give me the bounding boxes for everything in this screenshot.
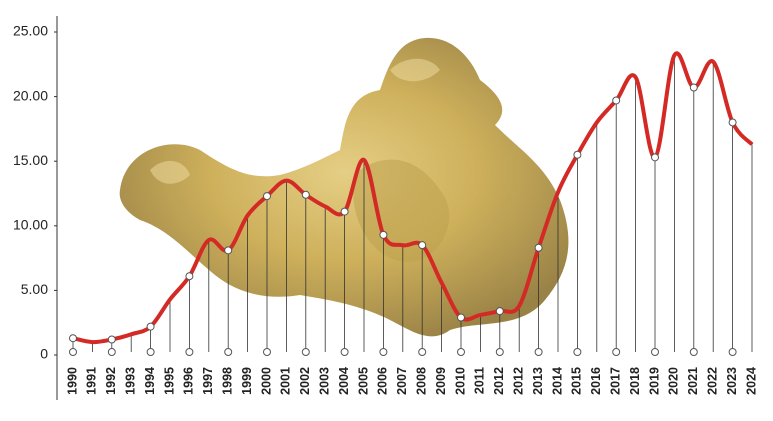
x-tick-label: 2021	[686, 367, 700, 395]
base-marker	[573, 348, 582, 356]
x-tick-label: 2008	[414, 367, 428, 395]
base-marker	[728, 348, 737, 356]
x-tick-label: 1999	[240, 367, 254, 395]
base-marker	[146, 348, 155, 356]
base-marker	[418, 348, 427, 356]
x-tick-label: 2004	[337, 367, 351, 395]
y-tick-label: 25.00	[13, 23, 48, 39]
marker	[689, 83, 698, 92]
base-marker	[457, 348, 465, 356]
x-tick-label: 2024	[744, 367, 758, 395]
base-marker	[263, 348, 271, 356]
x-tick-label: 2017	[608, 367, 622, 395]
marker	[224, 246, 233, 255]
x-tick-label: 2013	[531, 367, 545, 395]
x-tick-label: 2014	[550, 367, 564, 395]
x-tick-label: 1996	[182, 367, 196, 395]
marker	[573, 150, 582, 159]
x-tick-label: 2016	[589, 367, 603, 395]
x-tick-label: 1991	[85, 367, 99, 395]
y-tick-label: 0	[40, 346, 48, 362]
marker	[107, 335, 116, 344]
y-tick-label: 20.00	[13, 87, 48, 103]
marker	[728, 118, 737, 127]
base-marker	[689, 348, 698, 356]
base-marker	[534, 348, 543, 356]
x-tick-label: 2020	[667, 367, 681, 395]
x-tick-label: 2006	[376, 367, 390, 395]
x-tick-label: 1990	[65, 367, 79, 395]
marker	[263, 192, 271, 201]
base-marker	[224, 348, 233, 356]
base-marker	[651, 348, 659, 356]
x-tick-label: 1994	[143, 367, 157, 395]
x-tick-label: 2010	[453, 367, 467, 395]
base-marker	[340, 348, 349, 356]
base-marker	[107, 348, 116, 356]
x-tick-label: 2002	[298, 367, 312, 395]
marker	[651, 153, 659, 162]
x-tick-label: 1998	[220, 367, 234, 395]
x-tick-label: 1995	[162, 367, 176, 395]
x-tick-label: 1992	[104, 367, 118, 395]
base-marker	[301, 348, 310, 356]
x-tick-label: 2012	[492, 367, 506, 395]
marker	[379, 230, 388, 239]
x-tick-label: 2019	[647, 367, 661, 395]
x-tick-label: 2012	[511, 367, 525, 395]
marker	[146, 322, 155, 331]
marker	[69, 334, 77, 343]
x-tick-label: 2022	[705, 367, 719, 395]
nugget-background	[119, 37, 569, 337]
y-tick-label: 5.00	[21, 281, 48, 297]
marker	[612, 96, 621, 105]
x-tick-label: 2009	[434, 367, 448, 395]
marker	[534, 243, 543, 252]
x-tick-label: 2023	[725, 367, 739, 395]
marker	[340, 207, 349, 216]
base-marker	[69, 348, 77, 356]
x-tick-label: 1993	[123, 367, 137, 395]
base-marker	[379, 348, 388, 356]
x-tick-label: 2018	[628, 367, 642, 395]
base-marker	[185, 348, 194, 356]
x-tick-label: 2007	[395, 367, 409, 395]
x-tick-label: 2001	[279, 367, 293, 395]
y-tick-label: 10.00	[13, 217, 48, 233]
x-tick-label: 2011	[473, 367, 487, 394]
base-marker	[612, 348, 621, 356]
x-tick-label: 2005	[356, 367, 370, 395]
x-tick-label: 2003	[317, 367, 331, 395]
marker	[301, 190, 310, 199]
x-tick-label: 2015	[570, 367, 584, 395]
x-tick-label: 1997	[201, 367, 215, 395]
y-tick-label: 15.00	[13, 152, 48, 168]
marker	[495, 307, 504, 316]
base-marker	[495, 348, 504, 356]
x-tick-label: 2000	[259, 367, 273, 395]
marker	[418, 241, 427, 250]
marker	[457, 313, 465, 322]
marker	[185, 272, 194, 281]
